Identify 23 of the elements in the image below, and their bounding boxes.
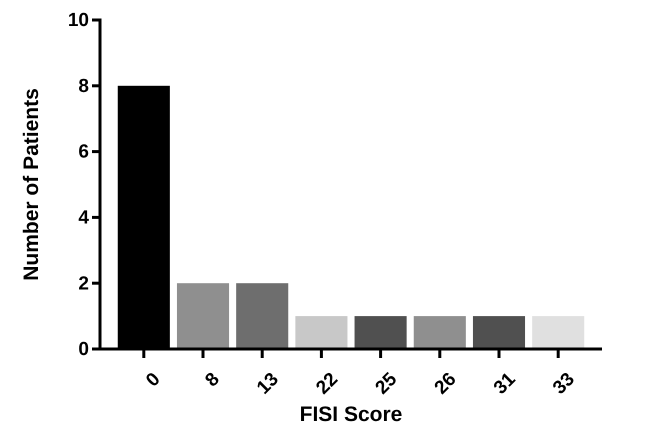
- x-tick-label: 25: [372, 368, 402, 399]
- bar: [176, 283, 230, 349]
- y-tick-label: 2: [78, 273, 89, 294]
- x-tick-label: 22: [312, 368, 342, 399]
- x-tick-label: 8: [201, 368, 224, 392]
- x-tick-label: 13: [253, 368, 283, 399]
- y-tick-label: 0: [78, 339, 89, 360]
- bar: [236, 283, 288, 349]
- y-tick-label: 8: [78, 76, 89, 97]
- y-tick-label: 6: [78, 142, 89, 163]
- bar: [354, 316, 407, 349]
- y-tick-label: 10: [68, 10, 89, 32]
- x-tick-label: 33: [549, 368, 579, 399]
- x-tick-label: 26: [430, 368, 461, 399]
- bar: [295, 316, 348, 349]
- bar: [414, 316, 466, 349]
- y-axis-title: Number of Patients: [20, 88, 43, 281]
- y-tick-label: 4: [78, 207, 90, 228]
- bar: [472, 316, 526, 349]
- x-axis-title: FISI Score: [300, 403, 402, 426]
- x-tick-label: 0: [142, 368, 165, 392]
- x-tick-label: 31: [490, 368, 520, 399]
- bar: [532, 316, 584, 349]
